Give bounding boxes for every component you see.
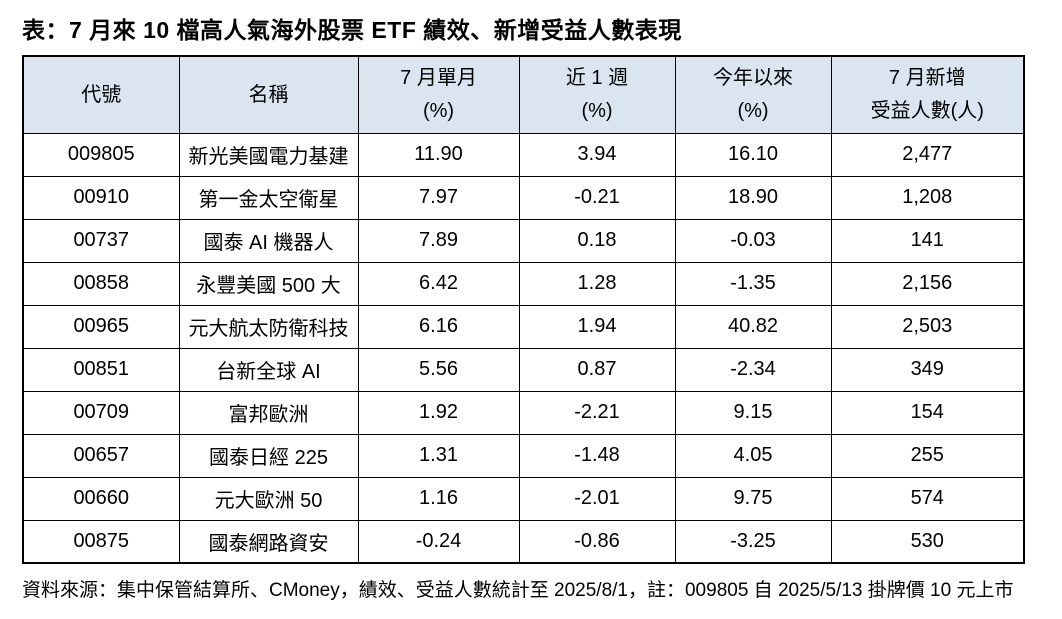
col-header-week: 近 1 週 (%) xyxy=(518,55,676,134)
table-row: 00709 富邦歐洲 1.92 -2.21 9.15 154 xyxy=(22,390,1025,435)
cell-new-holders: 2,503 xyxy=(830,304,1025,349)
cell-month: 6.16 xyxy=(357,304,520,349)
cell-name: 富邦歐洲 xyxy=(178,390,359,435)
col-header-code: 代號 xyxy=(22,55,180,134)
source-note: 資料來源：集中保管結算所、CMoney，績效、受益人數統計至 2025/8/1，… xyxy=(22,580,1014,601)
cell-new-holders: 349 xyxy=(830,347,1025,392)
cell-code: 00851 xyxy=(22,347,180,392)
cell-week: 3.94 xyxy=(518,132,676,177)
cell-new-holders: 2,156 xyxy=(830,261,1025,306)
cell-new-holders: 574 xyxy=(830,476,1025,521)
etf-performance-table: 代號 名稱 7 月單月 (%) 近 1 週 (%) xyxy=(22,55,1025,564)
cell-new-holders: 530 xyxy=(830,519,1025,564)
table-row: 00910 第一金太空衛星 7.97 -0.21 18.90 1,208 xyxy=(22,175,1025,220)
table-row: 009805 新光美國電力基建 11.90 3.94 16.10 2,477 xyxy=(22,132,1025,177)
cell-name: 國泰網路資安 xyxy=(178,519,359,564)
table-row: 00851 台新全球 AI 5.56 0.87 -2.34 349 xyxy=(22,347,1025,392)
cell-new-holders: 154 xyxy=(830,390,1025,435)
header-row: 代號 名稱 7 月單月 (%) 近 1 週 (%) xyxy=(22,55,1025,134)
cell-new-holders: 141 xyxy=(830,218,1025,263)
cell-name: 元大歐洲 50 xyxy=(178,476,359,521)
page-title: 表：7 月來 10 檔高人氣海外股票 ETF 績效、新增受益人數表現 xyxy=(22,17,682,43)
col-header-code-label: 代號 xyxy=(81,83,122,106)
table-row: 00965 元大航太防衛科技 6.16 1.94 40.82 2,503 xyxy=(22,304,1025,349)
cell-name: 國泰 AI 機器人 xyxy=(178,218,359,263)
cell-week: 1.28 xyxy=(518,261,676,306)
cell-ytd: 18.90 xyxy=(674,175,832,220)
col-header-ytd-label: 今年以來 xyxy=(713,67,793,90)
cell-week: 0.18 xyxy=(518,218,676,263)
col-header-ytd: 今年以來 (%) xyxy=(674,55,832,134)
cell-name: 永豐美國 500 大 xyxy=(178,261,359,306)
cell-code: 00737 xyxy=(22,218,180,263)
cell-ytd: 16.10 xyxy=(674,132,832,177)
col-header-month-label: 7 月單月 xyxy=(400,67,477,90)
col-header-week-label: 近 1 週 xyxy=(565,67,629,90)
cell-new-holders: 255 xyxy=(830,433,1025,478)
col-header-name-label: 名稱 xyxy=(248,83,289,106)
cell-month: 7.89 xyxy=(357,218,520,263)
col-header-week-unit: (%) xyxy=(581,100,613,123)
cell-name: 第一金太空衛星 xyxy=(178,175,359,220)
table-row: 00660 元大歐洲 50 1.16 -2.01 9.75 574 xyxy=(22,476,1025,521)
cell-ytd: -3.25 xyxy=(674,519,832,564)
col-header-ytd-unit: (%) xyxy=(737,100,769,123)
cell-code: 00910 xyxy=(22,175,180,220)
cell-ytd: -0.03 xyxy=(674,218,832,263)
cell-week: 1.94 xyxy=(518,304,676,349)
col-header-month: 7 月單月 (%) xyxy=(357,55,520,134)
table-row: 00657 國泰日經 225 1.31 -1.48 4.05 255 xyxy=(22,433,1025,478)
cell-code: 00858 xyxy=(22,261,180,306)
col-header-name: 名稱 xyxy=(178,55,359,134)
cell-ytd: 40.82 xyxy=(674,304,832,349)
cell-code: 00660 xyxy=(22,476,180,521)
cell-ytd: 4.05 xyxy=(674,433,832,478)
cell-name: 國泰日經 225 xyxy=(178,433,359,478)
cell-week: -1.48 xyxy=(518,433,676,478)
cell-week: -0.21 xyxy=(518,175,676,220)
table-row: 00737 國泰 AI 機器人 7.89 0.18 -0.03 141 xyxy=(22,218,1025,263)
cell-month: 1.16 xyxy=(357,476,520,521)
cell-month: 5.56 xyxy=(357,347,520,392)
etf-table-figure: 表：7 月來 10 檔高人氣海外股票 ETF 績效、新增受益人數表現 代號 名稱… xyxy=(22,17,1025,601)
cell-name: 台新全球 AI xyxy=(178,347,359,392)
cell-month: -0.24 xyxy=(357,519,520,564)
cell-ytd: -1.35 xyxy=(674,261,832,306)
cell-code: 00657 xyxy=(22,433,180,478)
cell-code: 00709 xyxy=(22,390,180,435)
cell-month: 7.97 xyxy=(357,175,520,220)
col-header-new-holders-unit: 受益人數(人) xyxy=(870,100,984,123)
cell-week: -0.86 xyxy=(518,519,676,564)
cell-week: 0.87 xyxy=(518,347,676,392)
cell-month: 6.42 xyxy=(357,261,520,306)
cell-week: -2.01 xyxy=(518,476,676,521)
cell-ytd: 9.75 xyxy=(674,476,832,521)
cell-code: 009805 xyxy=(22,132,180,177)
cell-ytd: 9.15 xyxy=(674,390,832,435)
col-header-new-holders-label: 7 月新增 xyxy=(888,67,966,90)
cell-month: 11.90 xyxy=(357,132,520,177)
table-row: 00875 國泰網路資安 -0.24 -0.86 -3.25 530 xyxy=(22,519,1025,564)
cell-new-holders: 2,477 xyxy=(830,132,1025,177)
cell-month: 1.92 xyxy=(357,390,520,435)
cell-name: 元大航太防衛科技 xyxy=(178,304,359,349)
col-header-new-holders: 7 月新增 受益人數(人) xyxy=(830,55,1025,134)
cell-week: -2.21 xyxy=(518,390,676,435)
cell-ytd: -2.34 xyxy=(674,347,832,392)
table-row: 00858 永豐美國 500 大 6.42 1.28 -1.35 2,156 xyxy=(22,261,1025,306)
cell-new-holders: 1,208 xyxy=(830,175,1025,220)
cell-name: 新光美國電力基建 xyxy=(178,132,359,177)
cell-code: 00965 xyxy=(22,304,180,349)
cell-month: 1.31 xyxy=(357,433,520,478)
cell-code: 00875 xyxy=(22,519,180,564)
col-header-month-unit: (%) xyxy=(422,100,455,123)
